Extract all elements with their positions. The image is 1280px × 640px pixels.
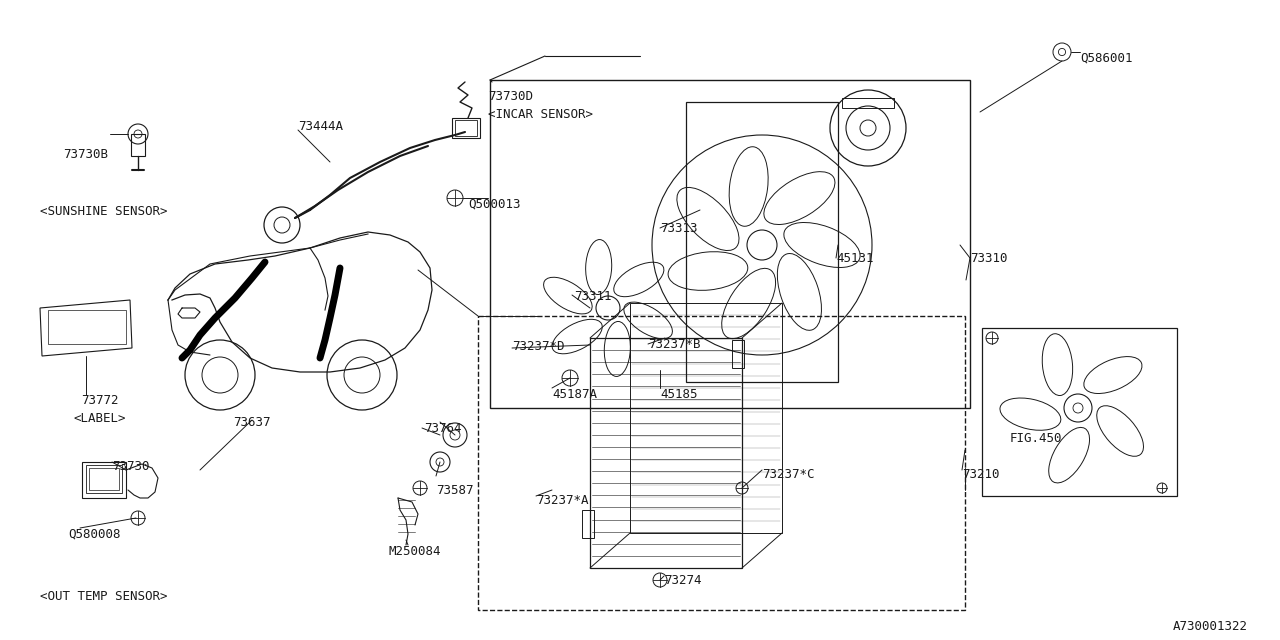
Bar xyxy=(131,134,145,156)
Bar xyxy=(452,118,480,138)
Text: Q500013: Q500013 xyxy=(468,198,521,211)
Text: FIG.450: FIG.450 xyxy=(1010,432,1062,445)
Text: <LABEL>: <LABEL> xyxy=(74,412,127,425)
Text: 73237*A: 73237*A xyxy=(536,494,589,507)
Text: 45185: 45185 xyxy=(660,388,698,401)
Bar xyxy=(49,310,125,344)
Text: 73210: 73210 xyxy=(963,468,1000,481)
Text: 73587: 73587 xyxy=(436,484,474,497)
Bar xyxy=(686,102,838,382)
Text: <INCAR SENSOR>: <INCAR SENSOR> xyxy=(488,108,593,121)
Text: Q580008: Q580008 xyxy=(68,528,120,541)
Text: A730001322: A730001322 xyxy=(1172,620,1248,633)
Bar xyxy=(842,98,893,108)
Text: 73237*D: 73237*D xyxy=(512,340,564,353)
Bar xyxy=(90,468,119,490)
Text: 73311: 73311 xyxy=(573,290,612,303)
Text: 73772: 73772 xyxy=(81,394,119,407)
Bar xyxy=(477,316,965,610)
Text: 73730D: 73730D xyxy=(488,90,532,103)
Text: Q586001: Q586001 xyxy=(1080,52,1133,65)
Text: 73237*B: 73237*B xyxy=(648,338,700,351)
Text: 45131: 45131 xyxy=(836,252,873,265)
Text: 73310: 73310 xyxy=(970,252,1007,265)
Text: 73313: 73313 xyxy=(660,222,698,235)
Text: M250084: M250084 xyxy=(388,545,440,558)
Text: 73730B: 73730B xyxy=(63,148,108,161)
Bar xyxy=(82,462,125,498)
Bar xyxy=(732,340,744,368)
Text: <SUNSHINE SENSOR>: <SUNSHINE SENSOR> xyxy=(40,205,168,218)
Bar xyxy=(454,120,477,136)
Text: 73274: 73274 xyxy=(664,574,701,587)
Text: 73764: 73764 xyxy=(424,422,462,435)
Text: <OUT TEMP SENSOR>: <OUT TEMP SENSOR> xyxy=(40,590,168,603)
Bar xyxy=(982,328,1178,496)
Text: 73730: 73730 xyxy=(113,460,150,473)
Bar xyxy=(490,80,970,408)
Text: 73637: 73637 xyxy=(233,416,271,429)
Text: 73444A: 73444A xyxy=(298,120,343,133)
Bar xyxy=(86,465,122,493)
Text: 73237*C: 73237*C xyxy=(762,468,814,481)
Bar xyxy=(582,510,594,538)
Text: 45187A: 45187A xyxy=(552,388,596,401)
